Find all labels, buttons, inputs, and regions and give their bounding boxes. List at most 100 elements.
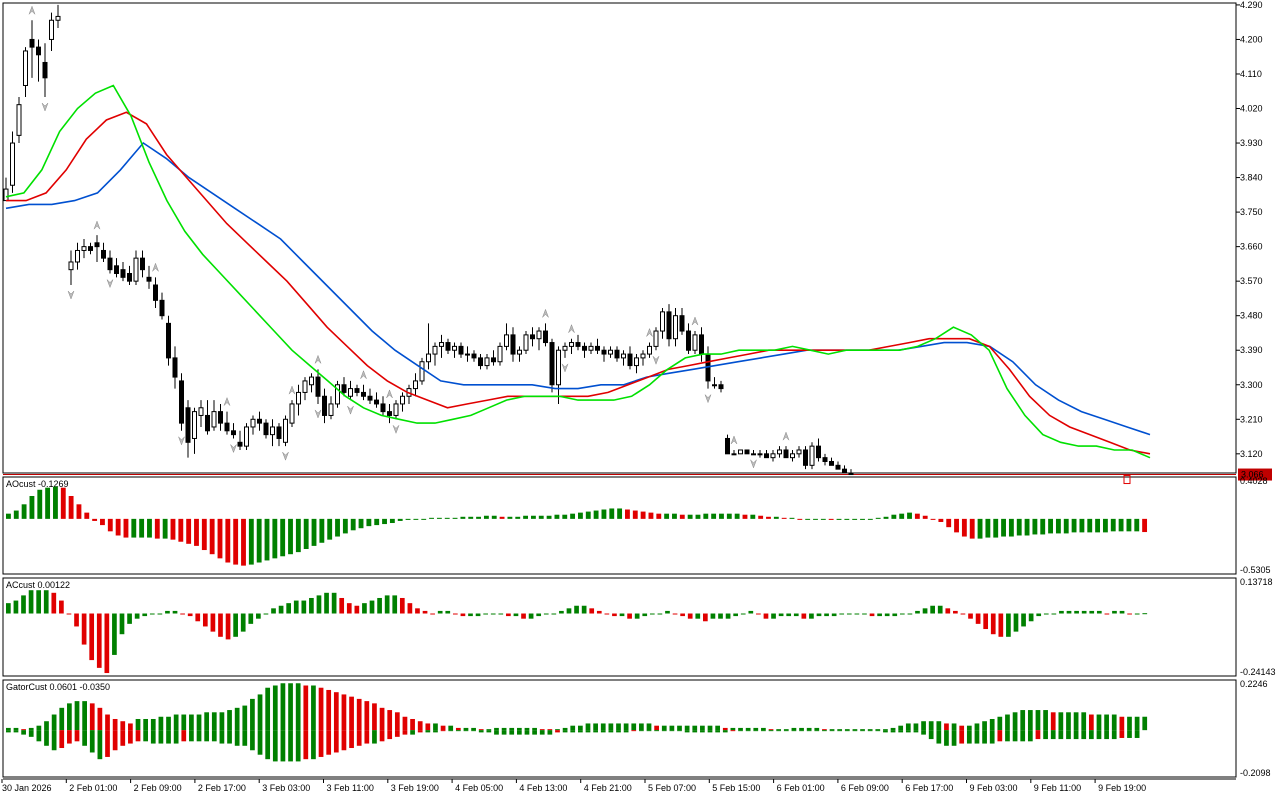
gator-upper-bar [799,727,804,731]
gator-upper-bar [196,714,202,731]
gator-lower-bar [410,730,415,735]
ao-bar [491,515,497,519]
gator-lower-bar [539,730,545,735]
ao-bar [162,518,168,539]
time-axis-label: 2 Feb 09:00 [134,783,182,793]
gator-lower-bar [387,730,393,740]
ac-bar [733,613,739,617]
gator-lower-bar [608,730,614,733]
gator-upper-bar [288,683,293,731]
candle-body [790,453,795,459]
gator-upper-bar [578,725,583,731]
candle-body [465,353,470,356]
candle-body [114,265,119,274]
time-axis-label: 6 Feb 09:00 [841,783,889,793]
candle-body [582,345,587,351]
gator-lower-bar [905,730,911,733]
candle-body [172,357,178,378]
candle-body [276,426,282,439]
ac-bar [642,613,648,617]
gator-upper-bar [814,727,820,731]
ac-bar [1074,610,1079,614]
gator-upper-bar [562,727,568,731]
ao-bar [413,518,419,520]
candle-body [770,453,776,459]
gator-title: GatorCust 0.0601 -0.0350 [6,682,110,692]
gator-upper-bar [211,712,217,731]
gator-upper-bar [448,725,454,731]
gator-upper-bar [822,729,827,731]
ac-bar [846,613,852,615]
gator-lower-bar [585,730,591,733]
gator-lower-bar [555,730,560,733]
panel-frame-ao [2,476,1237,575]
panel-frame-gator [2,679,1237,778]
ac-bar [589,608,595,614]
ac-bar [1021,613,1026,627]
ac-ytick-label: -0.24143 [1240,667,1276,677]
ao-bar [601,509,607,519]
ao-bar [170,518,176,540]
ao-bar [68,495,74,519]
ac-bar [1134,613,1140,615]
ac-bar [498,613,504,615]
time-axis-label: 6 Feb 01:00 [777,783,825,793]
ac-bar [430,613,435,615]
gator-upper-bar [516,727,522,731]
gator-upper-bar [768,729,774,731]
gator-lower-bar [890,730,896,733]
gator-upper-bar [410,718,415,731]
candle-body [159,299,165,317]
gator-upper-bar [333,692,339,731]
ao-bar [21,504,27,519]
gator-lower-bar [394,730,400,737]
gator-upper-bar [13,727,19,731]
candle-body [387,411,392,416]
gator-lower-bar [822,730,827,732]
gator-upper-bar [402,716,408,731]
gator-lower-bar [288,730,293,762]
ac-bar [884,613,890,617]
gator-upper-bar [616,723,621,731]
gator-upper-bar [455,727,461,731]
candle-body [380,403,386,413]
ao-bar [194,518,199,546]
ac-bar [316,595,322,614]
gator-lower-bar [593,730,598,733]
ao-bar [585,511,591,519]
candle-body [653,330,659,347]
gator-upper-bar [570,725,576,731]
ac-bar [824,613,829,617]
gator-upper-bar [250,698,255,731]
price-ytick-label: 4.290 [1240,0,1263,10]
ac-bar [1059,610,1064,614]
gator-lower-bar [1027,730,1033,742]
ac-bar [377,597,382,614]
gator-upper-bar [837,729,843,731]
gator-lower-bar [1088,730,1094,740]
ac-bar [1127,613,1132,615]
candle-body [237,441,243,447]
gator-upper-bar [1134,716,1140,731]
ac-bar [877,613,882,617]
gator-lower-bar [989,730,995,744]
candle-body [530,334,535,340]
ac-bar [157,613,163,615]
ac-bar [51,592,57,614]
gator-lower-bar [913,730,919,733]
fractal-down-marker [561,363,569,373]
candle-body [439,342,444,347]
candle-body [497,345,503,363]
ac-bar [399,597,405,614]
ac-bar [634,613,640,619]
candle-body [452,345,457,351]
price-ytick-label: 3.930 [1240,138,1263,148]
ac-bar [256,613,261,619]
gator-upper-bar [349,696,354,731]
ao-bar [1001,518,1006,537]
gator-upper-bar [280,683,286,731]
ac-bar [149,613,155,615]
ac-bar [559,610,564,614]
gator-lower-bar [486,730,492,733]
ao-bar [342,518,348,534]
